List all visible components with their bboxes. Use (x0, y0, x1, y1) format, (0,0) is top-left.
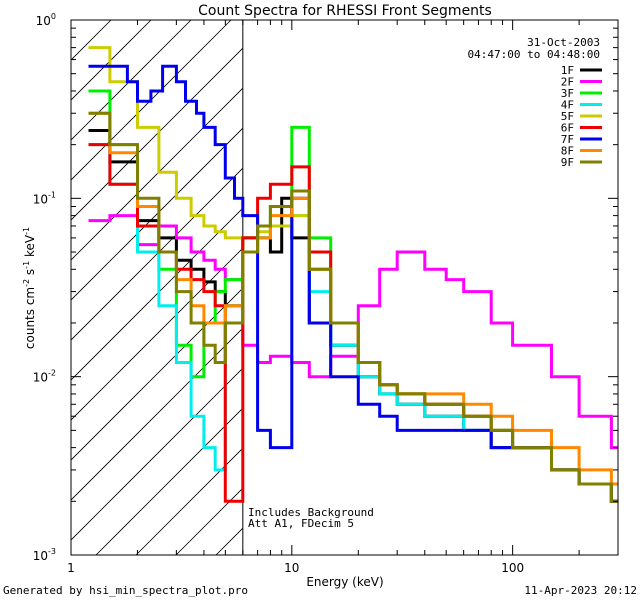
series-3F (88, 89, 618, 503)
x-tick-label: 100 (501, 561, 524, 575)
hatch-lines (71, 20, 243, 555)
series-7F (88, 64, 618, 503)
legend-label-9F: 9F (561, 156, 574, 169)
y-tick-label: 100 (36, 12, 56, 28)
plot-frame (70, 19, 619, 556)
hatched-region (71, 20, 244, 555)
y-axis-label: counts cm-2 s-1 keV-1 (22, 227, 37, 349)
time-range-label: 04:47:00 to 04:48:00 (468, 48, 600, 61)
annotation-background: Includes Background (248, 506, 374, 519)
series-8F (88, 111, 618, 486)
x-tick-label: 10 (284, 561, 299, 575)
series-9F (88, 111, 618, 503)
footer-timestamp: 11-Apr-2023 20:12 (524, 584, 637, 597)
series-1F (88, 129, 618, 503)
legend-label-1F: 1F (561, 64, 574, 77)
legend-label-4F: 4F (561, 99, 574, 112)
chart-title: Count Spectra for RHESSI Front Segments (198, 3, 492, 19)
annotation-attenuator: Att A1, FDecim 5 (248, 517, 354, 530)
date-label: 31-Oct-2003 (527, 36, 600, 49)
legend-label-5F: 5F (561, 110, 574, 123)
y-tick-label: 10-2 (33, 369, 56, 385)
legend-label-2F: 2F (561, 76, 574, 89)
y-tick-label: 10-3 (33, 547, 56, 563)
x-tick-label: 1 (67, 561, 75, 575)
footer-generated-by: Generated by hsi_min_spectra_plot.pro (3, 584, 248, 597)
hatch-path (71, 20, 243, 555)
x-axis-label: Energy (keV) (306, 575, 383, 589)
series-2F (88, 214, 618, 450)
legend-label-3F: 3F (561, 87, 574, 100)
y-tick-label: 10-1 (33, 190, 56, 206)
series-5F (88, 46, 618, 503)
axis-layer: 1 10 100 100 10-1 10-2 10-3 (33, 12, 619, 575)
series-layer (88, 46, 618, 503)
legend-label-6F: 6F (561, 122, 574, 135)
legend-label-8F: 8F (561, 145, 574, 158)
legend-label-7F: 7F (561, 133, 574, 146)
